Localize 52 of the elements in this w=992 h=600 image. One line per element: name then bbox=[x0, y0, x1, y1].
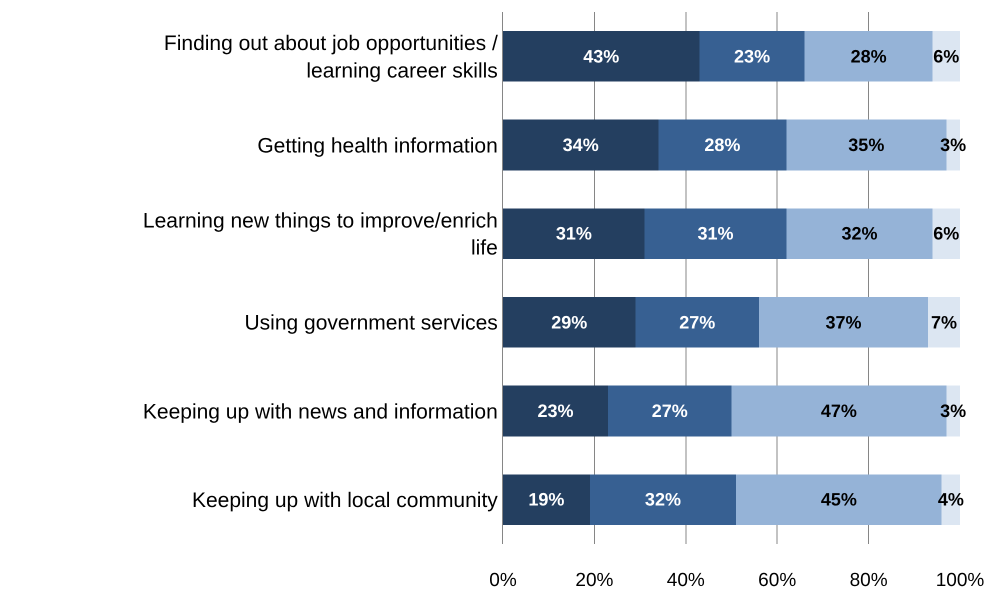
data-label: 31% bbox=[697, 224, 734, 244]
bar bbox=[608, 386, 732, 436]
bar bbox=[700, 31, 805, 82]
y-tick-label: Using government services bbox=[244, 312, 498, 335]
bar bbox=[644, 208, 786, 259]
x-tick-label: 100% bbox=[936, 570, 984, 591]
bar bbox=[503, 208, 645, 259]
data-label: 28% bbox=[850, 46, 887, 66]
x-tick-label: 0% bbox=[489, 570, 517, 591]
data-label: 47% bbox=[820, 401, 857, 421]
bar bbox=[503, 386, 608, 436]
data-label: 45% bbox=[820, 490, 857, 510]
data-label: 32% bbox=[644, 490, 681, 510]
bar bbox=[503, 474, 590, 525]
y-tick-label: Keeping up with news and information bbox=[142, 400, 498, 424]
data-label: 28% bbox=[704, 135, 740, 155]
data-label: 23% bbox=[734, 46, 770, 66]
bar bbox=[804, 31, 933, 82]
data-label: 27% bbox=[652, 401, 688, 421]
x-tick-label: 60% bbox=[758, 570, 796, 591]
x-tick-label: 40% bbox=[666, 570, 705, 591]
x-tick-label: 80% bbox=[850, 570, 888, 591]
y-tick-label: Finding out about job opportunities / learning career skills bbox=[164, 32, 498, 82]
data-label: 27% bbox=[679, 312, 716, 332]
data-label: 3% bbox=[940, 135, 966, 155]
bar bbox=[503, 120, 658, 170]
bar bbox=[758, 297, 928, 348]
data-label: 35% bbox=[848, 135, 884, 155]
data-label: 7% bbox=[930, 312, 958, 332]
data-label: 29% bbox=[551, 312, 588, 332]
data-label: 43% bbox=[583, 46, 620, 66]
data-label: 34% bbox=[562, 135, 599, 155]
y-tick-label: Keeping up with local community bbox=[192, 489, 498, 512]
bar bbox=[590, 474, 736, 525]
bar bbox=[636, 297, 759, 348]
data-label: 31% bbox=[556, 224, 592, 244]
bar bbox=[658, 120, 786, 170]
data-label: 19% bbox=[528, 490, 564, 510]
data-label: 32% bbox=[841, 224, 878, 244]
data-label: 37% bbox=[825, 312, 862, 332]
x-tick-label: 20% bbox=[575, 570, 614, 591]
bar bbox=[503, 297, 636, 348]
bar bbox=[503, 31, 700, 82]
bar bbox=[786, 208, 933, 259]
bar bbox=[928, 297, 960, 348]
y-tick-label: Learning new things to improve/enrich life bbox=[142, 209, 498, 260]
data-label: 4% bbox=[938, 490, 964, 510]
y-tick-label: Getting health information bbox=[257, 134, 498, 158]
data-label: 3% bbox=[940, 401, 966, 421]
data-label: 6% bbox=[933, 224, 960, 244]
data-label: 23% bbox=[538, 401, 574, 421]
data-label: 6% bbox=[933, 46, 960, 66]
